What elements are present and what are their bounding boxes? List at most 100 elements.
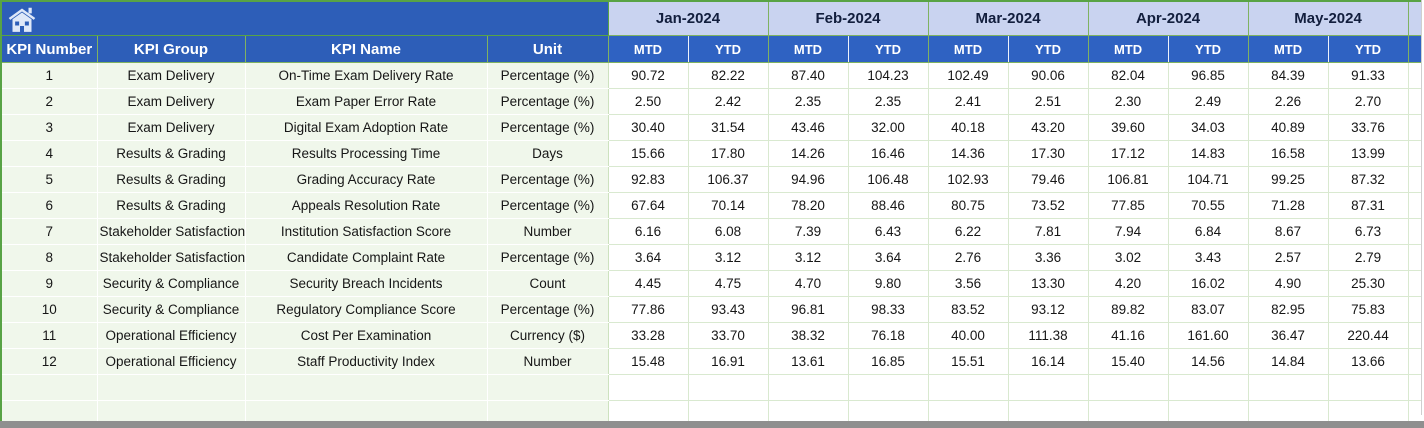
value-cell[interactable]: 14.26 (767, 140, 849, 167)
value-cell[interactable] (927, 374, 1009, 401)
value-cell[interactable]: 87.32 (1327, 166, 1409, 193)
value-cell[interactable]: 17.30 (1007, 140, 1089, 167)
unit-cell[interactable]: Number (486, 218, 609, 245)
value-cell[interactable]: 70.55 (1167, 192, 1249, 219)
value-cell[interactable]: 3.43 (1167, 244, 1249, 271)
kpi-group-cell[interactable]: Exam Delivery (96, 114, 246, 141)
value-cell[interactable]: 78.20 (767, 192, 849, 219)
value-cell[interactable]: 3.56 (927, 270, 1009, 297)
kpi-name-cell[interactable]: Staff Productivity Index (244, 348, 488, 375)
value-cell[interactable] (847, 374, 929, 401)
kpi-group-cell[interactable]: Exam Delivery (96, 62, 246, 89)
value-cell[interactable]: 4.45 (607, 270, 689, 297)
kpi-number-cell[interactable]: 12 (0, 348, 98, 375)
home-button[interactable] (0, 0, 609, 36)
kpi-name-cell[interactable]: Appeals Resolution Rate (244, 192, 488, 219)
kpi-name-cell[interactable]: Security Breach Incidents (244, 270, 488, 297)
value-cell[interactable]: 96.85 (1167, 62, 1249, 89)
value-cell[interactable]: 14.36 (927, 140, 1009, 167)
kpi-number-cell[interactable]: 5 (0, 166, 98, 193)
value-cell[interactable]: 83.07 (1167, 296, 1249, 323)
value-cell[interactable]: 8.67 (1247, 218, 1329, 245)
subheader-ytd[interactable]: YTD (1167, 35, 1249, 63)
kpi-name-cell[interactable]: Candidate Complaint Rate (244, 244, 488, 271)
value-cell[interactable]: 16.58 (1247, 140, 1329, 167)
month-header-apr[interactable]: Apr-2024 (1087, 0, 1249, 36)
value-cell[interactable]: 80.75 (927, 192, 1009, 219)
month-header-mar[interactable]: Mar-2024 (927, 0, 1089, 36)
value-cell[interactable]: 89.82 (1087, 296, 1169, 323)
kpi-name-cell[interactable]: On-Time Exam Delivery Rate (244, 62, 488, 89)
value-cell[interactable]: 3.64 (847, 244, 929, 271)
value-cell[interactable]: 90.06 (1007, 62, 1089, 89)
value-cell[interactable]: 2.57 (1247, 244, 1329, 271)
unit-cell[interactable]: Percentage (%) (486, 192, 609, 219)
value-cell[interactable]: 16.85 (847, 348, 929, 375)
value-cell[interactable] (1007, 374, 1089, 401)
value-cell[interactable]: 13.66 (1327, 348, 1409, 375)
value-cell[interactable]: 94.96 (767, 166, 849, 193)
value-cell[interactable]: 7.39 (767, 218, 849, 245)
value-cell[interactable]: 2.26 (1247, 88, 1329, 115)
value-cell[interactable]: 99.25 (1247, 166, 1329, 193)
value-cell[interactable]: 13.30 (1007, 270, 1089, 297)
kpi-number-cell[interactable]: 1 (0, 62, 98, 89)
value-cell[interactable]: 90.72 (607, 62, 689, 89)
value-cell[interactable]: 4.70 (767, 270, 849, 297)
unit-cell[interactable]: Percentage (%) (486, 166, 609, 193)
value-cell[interactable]: 6.22 (927, 218, 1009, 245)
value-cell[interactable]: 4.20 (1087, 270, 1169, 297)
value-cell[interactable]: 39.60 (1087, 114, 1169, 141)
subheader-mtd[interactable]: MTD (607, 35, 689, 63)
kpi-name-cell[interactable]: Results Processing Time (244, 140, 488, 167)
month-header-jan[interactable]: Jan-2024 (607, 0, 769, 36)
kpi-number-cell[interactable]: 10 (0, 296, 98, 323)
subheader-mtd[interactable]: MTD (767, 35, 849, 63)
value-cell[interactable]: 40.18 (927, 114, 1009, 141)
kpi-name-cell[interactable]: Institution Satisfaction Score (244, 218, 488, 245)
unit-cell[interactable]: Percentage (%) (486, 62, 609, 89)
value-cell[interactable]: 111.38 (1007, 322, 1089, 349)
horizontal-scrollbar[interactable] (0, 421, 1424, 428)
value-cell[interactable]: 71.28 (1247, 192, 1329, 219)
value-cell[interactable]: 6.08 (687, 218, 769, 245)
value-cell[interactable]: 33.76 (1327, 114, 1409, 141)
kpi-number-cell[interactable]: 4 (0, 140, 98, 167)
kpi-group-cell[interactable]: Security & Compliance (96, 296, 246, 323)
value-cell[interactable]: 75.83 (1327, 296, 1409, 323)
value-cell[interactable]: 13.61 (767, 348, 849, 375)
unit-cell[interactable]: Percentage (%) (486, 244, 609, 271)
value-cell[interactable]: 102.49 (927, 62, 1009, 89)
col-header-kpi-number[interactable]: KPI Number (0, 35, 98, 63)
value-cell[interactable]: 13.99 (1327, 140, 1409, 167)
value-cell[interactable]: 40.89 (1247, 114, 1329, 141)
value-cell[interactable]: 98.33 (847, 296, 929, 323)
kpi-group-cell[interactable]: Operational Efficiency (96, 348, 246, 375)
value-cell[interactable]: 70.14 (687, 192, 769, 219)
kpi-group-cell[interactable]: Security & Compliance (96, 270, 246, 297)
value-cell[interactable]: 6.73 (1327, 218, 1409, 245)
subheader-ytd[interactable]: YTD (687, 35, 769, 63)
value-cell[interactable]: 2.49 (1167, 88, 1249, 115)
value-cell[interactable]: 96.81 (767, 296, 849, 323)
value-cell[interactable]: 3.64 (607, 244, 689, 271)
value-cell[interactable]: 88.46 (847, 192, 929, 219)
value-cell[interactable]: 43.46 (767, 114, 849, 141)
value-cell[interactable]: 6.43 (847, 218, 929, 245)
value-cell[interactable]: 9.80 (847, 270, 929, 297)
subheader-mtd[interactable]: MTD (927, 35, 1009, 63)
value-cell[interactable]: 77.85 (1087, 192, 1169, 219)
kpi-group-cell[interactable] (96, 374, 246, 401)
value-cell[interactable]: 16.91 (687, 348, 769, 375)
kpi-group-cell[interactable]: Results & Grading (96, 192, 246, 219)
kpi-name-cell[interactable]: Exam Paper Error Rate (244, 88, 488, 115)
value-cell[interactable]: 41.16 (1087, 322, 1169, 349)
value-cell[interactable]: 25.30 (1327, 270, 1409, 297)
value-cell[interactable]: 84.39 (1247, 62, 1329, 89)
unit-cell[interactable]: Percentage (%) (486, 88, 609, 115)
value-cell[interactable]: 16.46 (847, 140, 929, 167)
kpi-group-cell[interactable]: Stakeholder Satisfaction (96, 244, 246, 271)
value-cell[interactable]: 14.83 (1167, 140, 1249, 167)
value-cell[interactable]: 76.18 (847, 322, 929, 349)
value-cell[interactable]: 30.40 (607, 114, 689, 141)
